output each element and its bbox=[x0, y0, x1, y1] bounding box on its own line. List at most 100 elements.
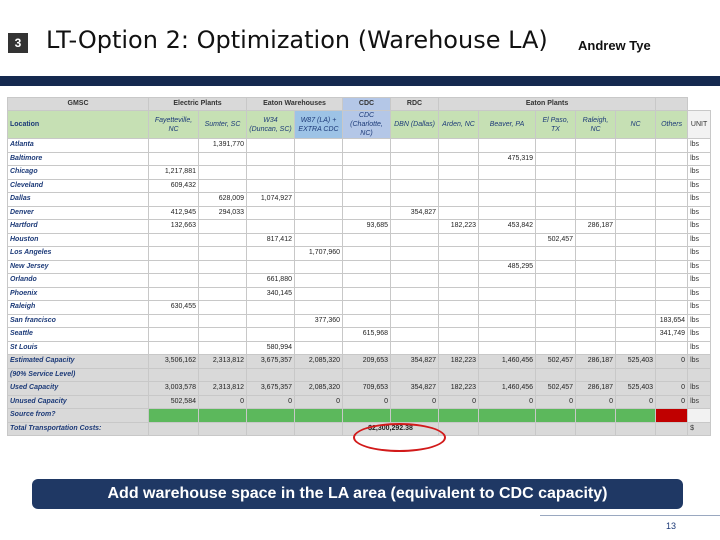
table-cell bbox=[575, 259, 617, 274]
table-cell bbox=[478, 273, 537, 288]
conclusion-banner: Add warehouse space in the LA area (equi… bbox=[32, 479, 683, 509]
table-cell bbox=[293, 259, 344, 274]
summary-cell bbox=[687, 367, 712, 382]
row-label: Chicago bbox=[7, 165, 149, 180]
table-cell: 377,360 bbox=[293, 313, 344, 328]
table-cell bbox=[655, 178, 689, 193]
source-cell bbox=[535, 408, 577, 423]
summary-cell bbox=[655, 367, 689, 382]
table-cell bbox=[535, 138, 577, 153]
table-cell bbox=[438, 178, 480, 193]
table-row: Chicago 1,217,881 lbs bbox=[7, 165, 712, 180]
table-cell bbox=[198, 232, 247, 247]
total-cell bbox=[535, 421, 577, 436]
table-cell bbox=[615, 178, 657, 193]
table-cell bbox=[655, 259, 689, 274]
summary-cell: 3,506,162 bbox=[148, 354, 199, 369]
table-cell bbox=[615, 192, 657, 207]
table-cell bbox=[478, 340, 537, 355]
table-row: Seattle 615,968 341,749 lbs bbox=[7, 327, 712, 342]
table-cell: lbs bbox=[687, 273, 712, 288]
total-cell bbox=[438, 421, 480, 436]
table-cell bbox=[575, 232, 617, 247]
spreadsheet: GMSC Electric Plants Eaton Warehouses CDC RD… bbox=[7, 97, 712, 440]
table-cell bbox=[615, 219, 657, 234]
table-cell bbox=[390, 300, 440, 315]
table-cell bbox=[246, 151, 295, 166]
table-cell bbox=[390, 327, 440, 342]
table-cell bbox=[438, 151, 480, 166]
table-cell bbox=[246, 300, 295, 315]
source-cell bbox=[148, 408, 199, 423]
total-cell bbox=[478, 421, 537, 436]
summary-cell: 0 bbox=[198, 394, 247, 409]
total-cell bbox=[246, 421, 295, 436]
source-cell bbox=[342, 408, 392, 423]
table-cell bbox=[575, 205, 617, 220]
summary-cell: 0 bbox=[655, 394, 689, 409]
column-header: Location bbox=[7, 110, 149, 139]
table-cell bbox=[198, 273, 247, 288]
optimization-table: GMSC Electric Plants Eaton Warehouses CDC RD… bbox=[7, 97, 712, 436]
table-cell bbox=[615, 300, 657, 315]
total-cost-highlight-circle bbox=[353, 423, 446, 452]
table-cell bbox=[575, 246, 617, 261]
table-cell bbox=[478, 246, 537, 261]
summary-cell: 1,460,456 bbox=[478, 381, 537, 396]
total-cell bbox=[198, 421, 247, 436]
summary-cell: 2,085,320 bbox=[293, 354, 344, 369]
table-cell bbox=[342, 246, 392, 261]
table-cell bbox=[293, 192, 344, 207]
table-cell bbox=[148, 246, 199, 261]
table-cell bbox=[478, 232, 537, 247]
table-row: Baltimore 475,319 lbs bbox=[7, 151, 712, 166]
table-cell bbox=[655, 205, 689, 220]
table-cell bbox=[148, 232, 199, 247]
table-cell bbox=[655, 192, 689, 207]
source-cell bbox=[390, 408, 440, 423]
summary-cell: lbs bbox=[687, 394, 712, 409]
table-cell: lbs bbox=[687, 232, 712, 247]
table-cell: 1,217,881 bbox=[148, 165, 199, 180]
summary-cell: 0 bbox=[246, 394, 295, 409]
table-cell: lbs bbox=[687, 138, 712, 153]
table-cell bbox=[293, 300, 344, 315]
source-cell bbox=[615, 408, 657, 423]
table-row: Dallas 628,009 1,074,927 lbs bbox=[7, 192, 712, 207]
page-number: 13 bbox=[666, 521, 677, 531]
table-cell: 341,749 bbox=[655, 327, 689, 342]
table-cell: 453,842 bbox=[478, 219, 537, 234]
table-cell bbox=[575, 300, 617, 315]
group-header-cell: Eaton Warehouses bbox=[245, 97, 344, 111]
table-row: Hartford 132,663 93,685 182,223 453,842 286,1… bbox=[7, 219, 712, 234]
table-cell: lbs bbox=[687, 205, 712, 220]
table-cell bbox=[293, 151, 344, 166]
table-cell: 182,223 bbox=[438, 219, 480, 234]
table-cell: 485,295 bbox=[478, 259, 537, 274]
table-cell bbox=[293, 219, 344, 234]
summary-cell bbox=[246, 367, 295, 382]
summary-cell: 286,187 bbox=[575, 354, 617, 369]
summary-cell: 3,003,578 bbox=[148, 381, 199, 396]
summary-cell bbox=[575, 367, 617, 382]
total-unit: $ bbox=[687, 421, 712, 436]
table-cell bbox=[478, 205, 537, 220]
total-cell bbox=[148, 421, 199, 436]
summary-cell bbox=[438, 367, 480, 382]
slide-title: LT-Option 2: Optimization (Warehouse LA) bbox=[46, 26, 548, 54]
summary-cell bbox=[535, 367, 577, 382]
source-cell bbox=[293, 408, 344, 423]
table-cell: 354,827 bbox=[390, 205, 440, 220]
summary-cell: 502,457 bbox=[535, 354, 577, 369]
row-label: Seattle bbox=[7, 327, 149, 342]
table-cell: 132,663 bbox=[148, 219, 199, 234]
row-label: Baltimore bbox=[7, 151, 149, 166]
table-cell bbox=[438, 259, 480, 274]
summary-label: Used Capacity bbox=[7, 381, 149, 396]
table-cell bbox=[293, 286, 344, 301]
table-cell bbox=[575, 138, 617, 153]
table-cell bbox=[655, 340, 689, 355]
table-cell bbox=[535, 219, 577, 234]
column-header: El Paso, TX bbox=[535, 110, 577, 139]
table-cell: lbs bbox=[687, 340, 712, 355]
